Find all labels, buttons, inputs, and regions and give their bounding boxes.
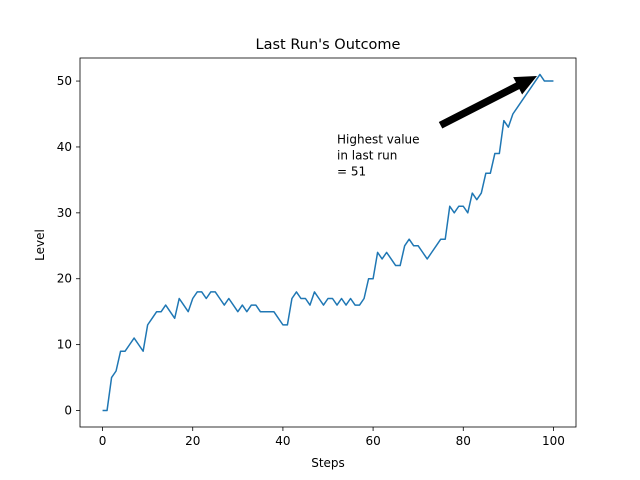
y-tick-label: 10 — [57, 338, 72, 352]
plot-area — [102, 73, 554, 412]
x-tick-label: 80 — [456, 434, 471, 448]
annotation-arrow — [438, 75, 537, 129]
y-tick-label: 40 — [57, 140, 72, 154]
x-tick-label: 100 — [542, 434, 565, 448]
y-axis-label: Level — [33, 229, 47, 261]
annotation-text-line: in last run — [337, 149, 397, 163]
x-tick-label: 40 — [275, 434, 290, 448]
plot-border — [79, 57, 577, 428]
x-tick-label: 0 — [99, 434, 107, 448]
y-tick-label: 20 — [57, 272, 72, 286]
series-line-0 — [102, 73, 554, 412]
x-axis-label: Steps — [311, 456, 345, 470]
chart-title: Last Run's Outcome — [256, 37, 401, 53]
x-axis: 0 20 40 60 80 100 — [99, 427, 565, 448]
y-tick-label: 30 — [57, 206, 72, 220]
annotation-text-line: = 51 — [337, 165, 366, 179]
y-tick-label: 50 — [57, 74, 72, 88]
x-tick-label: 60 — [365, 434, 380, 448]
axes-frame — [79, 57, 577, 428]
y-tick-label: 0 — [64, 404, 72, 418]
x-tick-label: 20 — [185, 434, 200, 448]
annotation-text-line: Highest value — [337, 133, 420, 147]
annotation: Highest value in last run = 51 — [337, 75, 537, 179]
y-axis: 0 10 20 30 40 50 — [57, 74, 80, 418]
